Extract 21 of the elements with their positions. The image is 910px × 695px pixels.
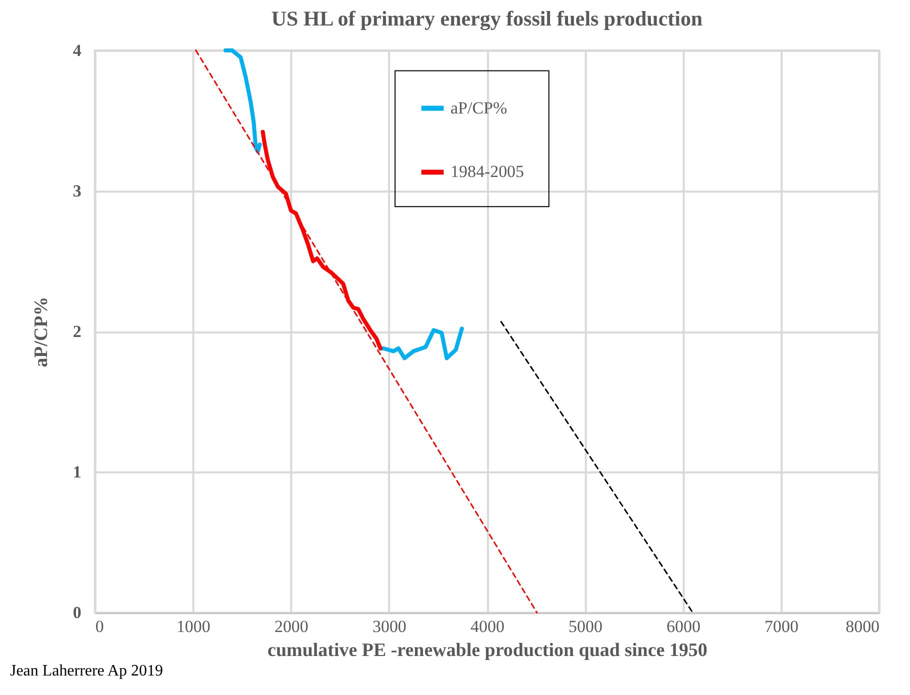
chart-title: US HL of primary energy fossil fuels production: [271, 6, 703, 30]
y-tick-label: 4: [72, 40, 82, 60]
x-tick-label: 4000: [470, 617, 504, 636]
x-tick-label: 1000: [176, 617, 210, 636]
x-tick-label: 2000: [274, 617, 308, 636]
legend-label: aP/CP%: [450, 98, 508, 118]
x-tick-label: 3000: [372, 617, 406, 636]
y-tick-label: 1: [72, 462, 82, 482]
y-tick-label: 0: [72, 603, 82, 622]
text: Jean Laherrere Ap 2019: [10, 662, 163, 680]
y-tick-label: 3: [72, 181, 82, 200]
x-tick-label: 8000: [846, 617, 880, 636]
y-tick-label: 2: [72, 322, 82, 342]
x-tick-label: 7000: [764, 617, 798, 636]
legend-label: 1984-2005: [450, 162, 524, 182]
line-series: [260, 130, 382, 350]
x-tick-label: 0: [95, 617, 104, 636]
x-tick-label: 5000: [568, 617, 602, 636]
x-axis-title: cumulative PE -renewable production quad since 1950: [268, 640, 708, 662]
x-tick-label: 6000: [666, 617, 700, 636]
y-axis-title: aP/CP%: [30, 296, 52, 368]
